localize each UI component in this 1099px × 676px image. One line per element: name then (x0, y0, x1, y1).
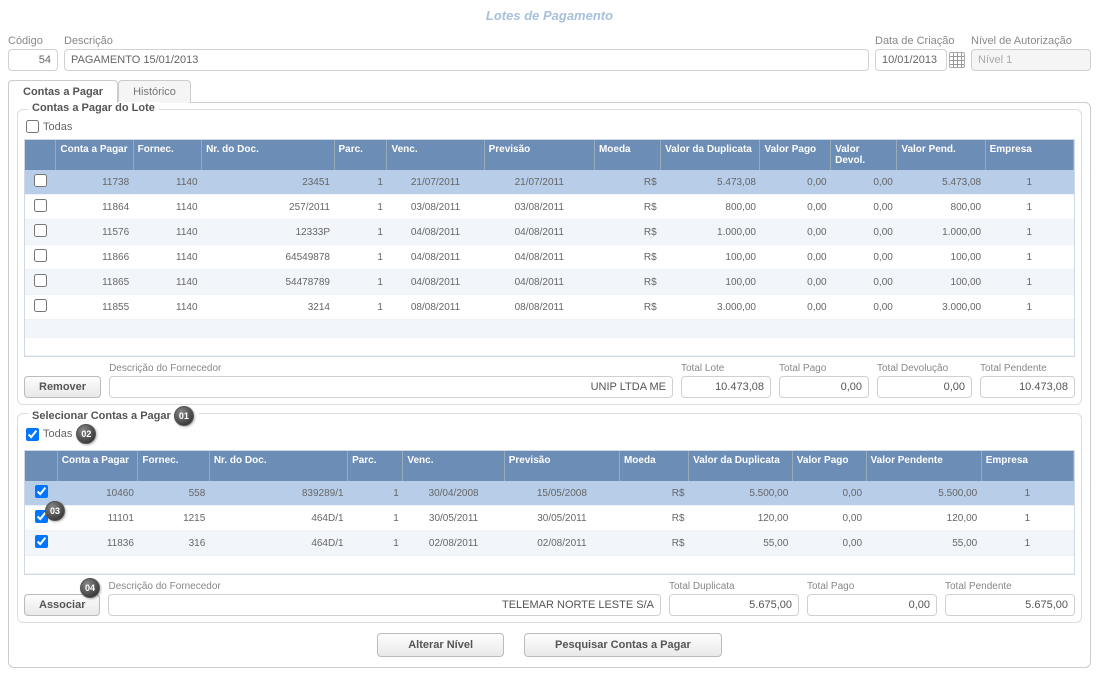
sel-th[interactable]: Valor Pendente (866, 451, 981, 481)
sel-th[interactable] (25, 451, 57, 481)
sel-desc-fornec-input[interactable] (108, 594, 661, 616)
total-pago-label: Total Pago (779, 363, 869, 374)
table-row[interactable]: 118641140257/2011103/08/201103/08/2011R$… (25, 195, 1074, 220)
sel-total-duplicata-label: Total Duplicata (669, 581, 799, 592)
sel-th[interactable]: Valor da Duplicata (689, 451, 793, 481)
sel-desc-fornec-label: Descrição do Fornecedor (108, 581, 661, 592)
lote-th[interactable]: Nr. do Doc. (202, 140, 334, 170)
lote-section: Contas a Pagar do Lote Todas Conta a Pag… (17, 109, 1082, 405)
sel-th[interactable]: Parc. (348, 451, 403, 481)
marker-04: 04 (80, 578, 100, 598)
lote-th[interactable]: Venc. (387, 140, 484, 170)
data-criacao-label: Data de Criação (875, 35, 965, 47)
sel-th[interactable]: Previsão (504, 451, 619, 481)
tabs: Contas a Pagar Histórico (8, 79, 1091, 102)
sel-total-duplicata-value (669, 594, 799, 616)
nivel-label: Nível de Autorização (971, 35, 1091, 47)
sel-th[interactable]: Empresa (981, 451, 1073, 481)
marker-03: 03 (45, 501, 65, 521)
selecionar-todas-label: Todas (43, 428, 72, 440)
sel-th[interactable]: Moeda (619, 451, 688, 481)
row-checkbox[interactable] (34, 174, 47, 187)
lote-th[interactable]: Previsão (484, 140, 594, 170)
lote-desc-fornec-input[interactable] (109, 376, 673, 398)
selecionar-table: Conta a PagarFornec.Nr. do Doc.Parc.Venc… (25, 451, 1074, 574)
lote-desc-fornec-label: Descrição do Fornecedor (109, 363, 673, 374)
lote-th[interactable]: Empresa (985, 140, 1073, 170)
top-form: Código Descrição Data de Criação Nível d… (8, 35, 1091, 71)
row-checkbox[interactable] (34, 249, 47, 262)
data-criacao-input[interactable] (875, 49, 947, 71)
sel-total-pago-label: Total Pago (807, 581, 937, 592)
table-row[interactable]: 11836316464D/1102/08/201102/08/2011R$55,… (25, 531, 1074, 556)
marker-02: 02 (76, 424, 96, 444)
lote-th[interactable]: Moeda (594, 140, 660, 170)
sel-th[interactable]: Venc. (403, 451, 504, 481)
tab-panel: Contas a Pagar do Lote Todas Conta a Pag… (8, 102, 1091, 668)
nivel-select[interactable]: Nível 1 (971, 49, 1091, 71)
lote-th[interactable]: Valor da Duplicata (661, 140, 760, 170)
sel-total-pago-value (807, 594, 937, 616)
total-devolucao-label: Total Devolução (877, 363, 972, 374)
lote-th[interactable] (25, 140, 56, 170)
codigo-input[interactable] (8, 49, 58, 71)
row-checkbox[interactable] (34, 224, 47, 237)
table-row[interactable]: 1185511403214108/08/201108/08/2011R$3.00… (25, 295, 1074, 320)
row-checkbox[interactable] (34, 199, 47, 212)
tab-historico[interactable]: Histórico (118, 80, 191, 103)
lote-table: Conta a PagarFornec.Nr. do Doc.Parc.Venc… (25, 140, 1074, 356)
descricao-input[interactable] (64, 49, 869, 71)
alterar-nivel-button[interactable]: Alterar Nível (377, 633, 504, 657)
table-row[interactable]: 111011215464D/1130/05/201130/05/2011R$12… (25, 506, 1074, 531)
total-lote-label: Total Lote (681, 363, 771, 374)
tab-contas-a-pagar[interactable]: Contas a Pagar (8, 80, 118, 103)
table-row[interactable]: 11865114054478789104/08/201104/08/2011R$… (25, 270, 1074, 295)
lote-th[interactable]: Valor Devol. (831, 140, 897, 170)
lote-todas-checkbox[interactable] (26, 120, 39, 133)
calendar-icon[interactable] (949, 52, 965, 68)
lote-todas-label: Todas (43, 121, 72, 133)
total-pago-value (779, 376, 869, 398)
sel-th[interactable]: Valor Pago (792, 451, 866, 481)
remover-button[interactable]: Remover (24, 376, 101, 398)
lote-th[interactable]: Parc. (334, 140, 387, 170)
table-row[interactable]: 11866114064549878104/08/201104/08/2011R$… (25, 245, 1074, 270)
row-checkbox[interactable] (35, 535, 48, 548)
row-checkbox[interactable] (34, 274, 47, 287)
total-pendente-label: Total Pendente (980, 363, 1075, 374)
table-row[interactable]: 10460558839289/1130/04/200815/05/2008R$5… (25, 481, 1074, 506)
sel-total-pendente-label: Total Pendente (945, 581, 1075, 592)
selecionar-section-title: Selecionar Contas a Pagar 01 (28, 406, 198, 426)
sel-th[interactable]: Nr. do Doc. (209, 451, 347, 481)
total-pendente-value (980, 376, 1075, 398)
lote-th[interactable]: Valor Pago (760, 140, 831, 170)
page-title: Lotes de Pagamento (8, 8, 1091, 23)
selecionar-todas-checkbox[interactable] (26, 428, 39, 441)
codigo-label: Código (8, 35, 58, 47)
bottom-buttons: Alterar Nível Pesquisar Contas a Pagar (17, 633, 1082, 657)
lote-th[interactable]: Conta a Pagar (56, 140, 133, 170)
pesquisar-contas-button[interactable]: Pesquisar Contas a Pagar (524, 633, 722, 657)
total-lote-value (681, 376, 771, 398)
sel-total-pendente-value (945, 594, 1075, 616)
lote-section-title: Contas a Pagar do Lote (28, 102, 159, 114)
marker-01: 01 (174, 406, 194, 426)
total-devolucao-value (877, 376, 972, 398)
row-checkbox[interactable] (35, 485, 48, 498)
table-row[interactable]: 11576114012333P104/08/201104/08/2011R$1.… (25, 220, 1074, 245)
descricao-label: Descrição (64, 35, 869, 47)
sel-th[interactable]: Fornec. (138, 451, 209, 481)
lote-th[interactable]: Valor Pend. (897, 140, 985, 170)
lote-th[interactable]: Fornec. (133, 140, 201, 170)
table-row[interactable]: 11738114023451121/07/201121/07/2011R$5.4… (25, 170, 1074, 195)
selecionar-section: Selecionar Contas a Pagar 01 Todas 02 Co… (17, 413, 1082, 623)
row-checkbox[interactable] (34, 299, 47, 312)
sel-th[interactable]: Conta a Pagar (57, 451, 138, 481)
